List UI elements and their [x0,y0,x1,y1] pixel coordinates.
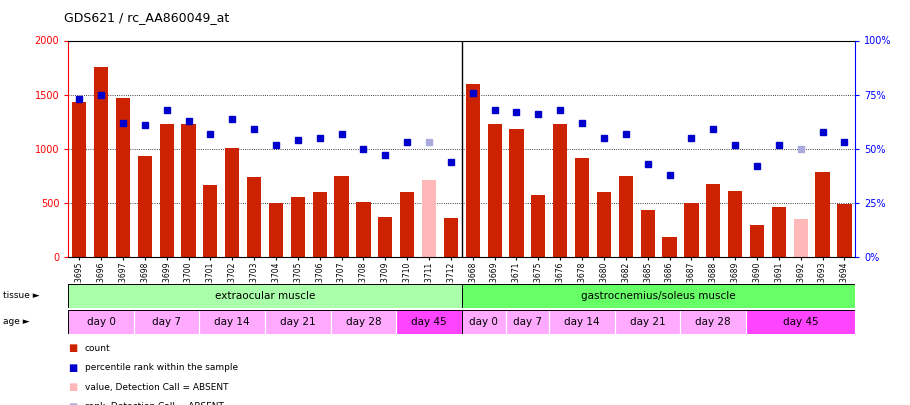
Bar [750,225,764,257]
Bar [330,310,396,334]
Bar [706,183,721,257]
Bar [247,177,261,257]
Bar [531,196,545,257]
Bar [597,192,611,257]
Text: age ►: age ► [3,318,29,326]
Bar [575,158,589,257]
Bar [510,129,523,257]
Text: ■: ■ [68,363,77,373]
Bar [461,284,855,308]
Text: count: count [85,344,110,353]
Text: rank, Detection Call = ABSENT: rank, Detection Call = ABSENT [85,402,224,405]
Bar [137,156,152,257]
Text: day 0: day 0 [86,317,116,327]
Bar [550,310,615,334]
Bar [461,310,506,334]
Bar [641,209,655,257]
Text: day 7: day 7 [513,317,542,327]
Text: day 28: day 28 [695,317,731,327]
Bar [116,98,130,257]
Bar [815,172,830,257]
Bar [181,124,196,257]
Text: percentile rank within the sample: percentile rank within the sample [85,363,238,372]
Bar [357,202,370,257]
Text: day 14: day 14 [215,317,250,327]
Bar [615,310,681,334]
Bar [619,176,633,257]
Text: day 0: day 0 [470,317,498,327]
Bar [68,284,461,308]
Bar [400,192,414,257]
Bar [265,310,330,334]
Text: day 7: day 7 [152,317,181,327]
Text: value, Detection Call = ABSENT: value, Detection Call = ABSENT [85,383,228,392]
Text: gastrocnemius/soleus muscle: gastrocnemius/soleus muscle [581,291,736,301]
Bar [134,310,199,334]
Text: ■: ■ [68,382,77,392]
Text: day 21: day 21 [280,317,316,327]
Bar [684,203,699,257]
Text: ■: ■ [68,402,77,405]
Bar [290,196,305,257]
Bar [444,218,458,257]
Bar [313,192,327,257]
Text: ■: ■ [68,343,77,353]
Bar [553,124,567,257]
Bar [68,310,134,334]
Bar [466,84,480,257]
Bar [728,191,743,257]
Bar [159,124,174,257]
Text: day 28: day 28 [346,317,381,327]
Text: day 45: day 45 [411,317,447,327]
Bar [396,310,461,334]
Text: day 45: day 45 [783,317,819,327]
Bar [203,185,217,257]
Bar [335,176,349,257]
Bar [506,310,550,334]
Bar [837,204,852,257]
Bar [422,180,436,257]
Bar [72,102,86,257]
Bar [772,207,786,257]
Text: extraocular muscle: extraocular muscle [215,291,315,301]
Bar [199,310,265,334]
Bar [746,310,855,334]
Bar [268,203,283,257]
Bar [488,124,501,257]
Text: GDS621 / rc_AA860049_at: GDS621 / rc_AA860049_at [64,11,229,24]
Bar [94,66,108,257]
Bar [794,219,808,257]
Bar [379,217,392,257]
Text: day 14: day 14 [564,317,600,327]
Bar [662,237,677,257]
Bar [681,310,746,334]
Bar [225,148,239,257]
Text: tissue ►: tissue ► [3,291,39,300]
Text: day 21: day 21 [630,317,665,327]
